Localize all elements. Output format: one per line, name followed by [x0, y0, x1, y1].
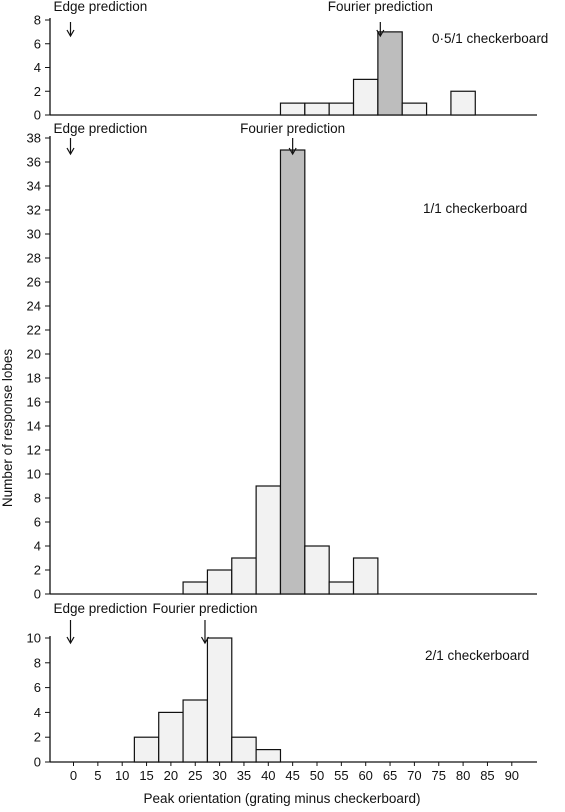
y-tick-label: 2 [34, 84, 41, 99]
x-tick-label: 50 [310, 768, 324, 783]
x-tick-label: 90 [505, 768, 519, 783]
bar [182, 581, 209, 595]
edge-prediction-arrow [66, 22, 75, 38]
x-tick-label: 45 [285, 768, 299, 783]
fourier-prediction-label: Fourier prediction [328, 0, 433, 14]
bar [328, 581, 355, 595]
y-tick-label: 0 [34, 108, 41, 123]
y-tick-label: 6 [34, 36, 41, 51]
bar [377, 31, 403, 116]
fourier-prediction-arrow [376, 22, 385, 38]
y-tick-label: 34 [27, 179, 41, 194]
fourier-prediction-arrow-head [288, 147, 297, 156]
x-tick-label: 10 [115, 768, 129, 783]
fourier-prediction-arrow [200, 620, 210, 645]
edge-prediction-arrow-head [66, 147, 75, 156]
edge-prediction-label: Edge prediction [54, 121, 148, 136]
y-tick-label: 26 [27, 275, 41, 290]
x-tick-label: 5 [94, 768, 101, 783]
bar [304, 545, 330, 595]
bar [206, 637, 233, 763]
y-tick-label: 38 [27, 131, 41, 146]
bar [255, 748, 282, 763]
y-tick-label: 20 [27, 347, 41, 362]
bar [352, 78, 379, 116]
y-tick-label: 4 [34, 60, 41, 75]
panel-3: 0 2 4 6 8 10 2/1 checkerboard Edge prediction Fo… [27, 601, 537, 770]
edge-prediction-arrow [66, 620, 75, 645]
y-tick-label: 4 [34, 705, 41, 720]
bar [182, 699, 209, 763]
fourier-prediction-arrow-head [200, 636, 210, 645]
bar [158, 711, 184, 763]
panel-1: 0 2 4 6 8 0·5/1 checkerboard Edge prediction Fo… [34, 0, 549, 123]
bar [328, 102, 355, 116]
x-tick-label: 65 [383, 768, 397, 783]
x-tick-label: 85 [480, 768, 494, 783]
y-tick-label: 0 [34, 587, 41, 602]
y-tick-label: 22 [27, 323, 41, 338]
x-tick-label: 60 [358, 768, 372, 783]
edge-prediction-arrow [66, 138, 75, 156]
y-tick-label: 8 [34, 491, 41, 506]
y-axis-label: Number of response lobes [0, 349, 15, 508]
bar [206, 569, 233, 595]
x-tick-label: 55 [334, 768, 348, 783]
y-tick-label: 2 [34, 730, 41, 745]
y-tick-label: 6 [34, 680, 41, 695]
y-tick-label: 28 [27, 251, 41, 266]
y-tick-label: 14 [27, 419, 41, 434]
y-tick-label: 18 [27, 371, 41, 386]
fourier-prediction-arrow [288, 138, 297, 156]
y-tick-label: 12 [27, 443, 41, 458]
edge-prediction-label: Edge prediction [54, 601, 148, 616]
y-tick-label: 10 [27, 631, 41, 646]
x-tick-label: 75 [432, 768, 446, 783]
bar [231, 557, 257, 595]
bar [401, 102, 428, 116]
bar [231, 736, 257, 763]
y-tick-label: 10 [27, 467, 41, 482]
panel-label: 1/1 checkerboard [423, 201, 527, 216]
x-tick-label: 80 [456, 768, 470, 783]
bar [352, 557, 379, 595]
y-tick-label: 6 [34, 515, 41, 530]
x-tick-label: 15 [139, 768, 153, 783]
x-tick-label: 0 [70, 768, 77, 783]
x-tick-label: 20 [164, 768, 178, 783]
x-tick-label: 70 [407, 768, 421, 783]
edge-prediction-arrow-head [66, 636, 75, 645]
y-tick-label: 0 [34, 755, 41, 770]
bar [304, 102, 330, 116]
x-tick-label: 40 [261, 768, 275, 783]
bar [450, 90, 476, 116]
fourier-prediction-label: Fourier prediction [240, 121, 345, 136]
y-tick-label: 2 [34, 563, 41, 578]
fourier-prediction-label: Fourier prediction [152, 601, 257, 616]
panel-label: 2/1 checkerboard [425, 648, 529, 663]
x-axis-label: Peak orientation (grating minus checkerb… [144, 791, 421, 806]
fourier-prediction-arrow-head [376, 29, 385, 38]
bar [279, 102, 306, 116]
y-tick-label: 8 [34, 655, 41, 670]
y-tick-label: 8 [34, 13, 41, 28]
y-tick-label: 30 [27, 227, 41, 242]
edge-prediction-arrow-head [66, 29, 75, 38]
edge-prediction-label: Edge prediction [54, 0, 148, 14]
x-tick-label: 25 [188, 768, 202, 783]
x-tick-label: 30 [212, 768, 226, 783]
y-tick-label: 36 [27, 155, 41, 170]
y-tick-label: 32 [27, 203, 41, 218]
panel-label: 0·5/1 checkerboard [432, 31, 548, 46]
bar [255, 485, 282, 595]
bar [279, 149, 306, 595]
y-tick-label: 4 [34, 539, 41, 554]
bar [133, 736, 160, 763]
y-tick-label: 16 [27, 395, 41, 410]
y-tick-label: 24 [27, 299, 41, 314]
x-tick-label: 35 [237, 768, 251, 783]
